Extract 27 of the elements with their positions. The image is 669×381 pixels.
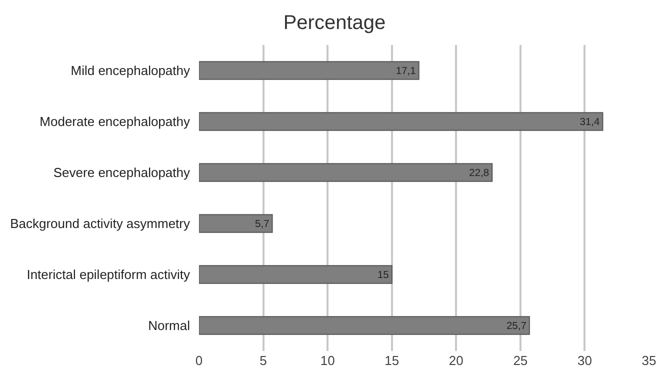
bar — [199, 112, 604, 131]
x-tick-label: 25 — [513, 353, 528, 368]
y-tick-label: Background activity asymmetry — [10, 216, 190, 232]
data-label: 25,7 — [506, 321, 527, 332]
bar — [199, 214, 273, 233]
x-tick-label: 30 — [577, 353, 592, 368]
y-tick-label: Mild encephalopathy — [70, 63, 190, 78]
x-tick-label: 5 — [260, 353, 267, 368]
y-tick-label: Severe encephalopathy — [53, 165, 190, 180]
y-tick-label: Normal — [148, 318, 190, 334]
x-tick-label: 15 — [384, 353, 400, 368]
bar — [199, 163, 493, 182]
y-tick-label: Interictal epileptiform activity — [26, 267, 190, 282]
y-tick-label: Moderate encephalopathy — [40, 114, 190, 130]
x-tick-label: 0 — [195, 353, 203, 368]
chart-title: Percentage — [283, 12, 386, 34]
data-label: 15 — [377, 270, 390, 282]
x-tick-label: 10 — [320, 353, 335, 368]
x-tick-label: 35 — [642, 353, 656, 368]
bar — [199, 265, 392, 284]
data-label: 5,7 — [255, 219, 270, 230]
data-label: 22,8 — [469, 168, 490, 180]
bar — [199, 61, 420, 80]
x-tick-label: 20 — [448, 353, 464, 368]
bar — [199, 316, 530, 335]
data-label: 31,4 — [580, 117, 600, 128]
data-label: 17,1 — [396, 66, 416, 78]
